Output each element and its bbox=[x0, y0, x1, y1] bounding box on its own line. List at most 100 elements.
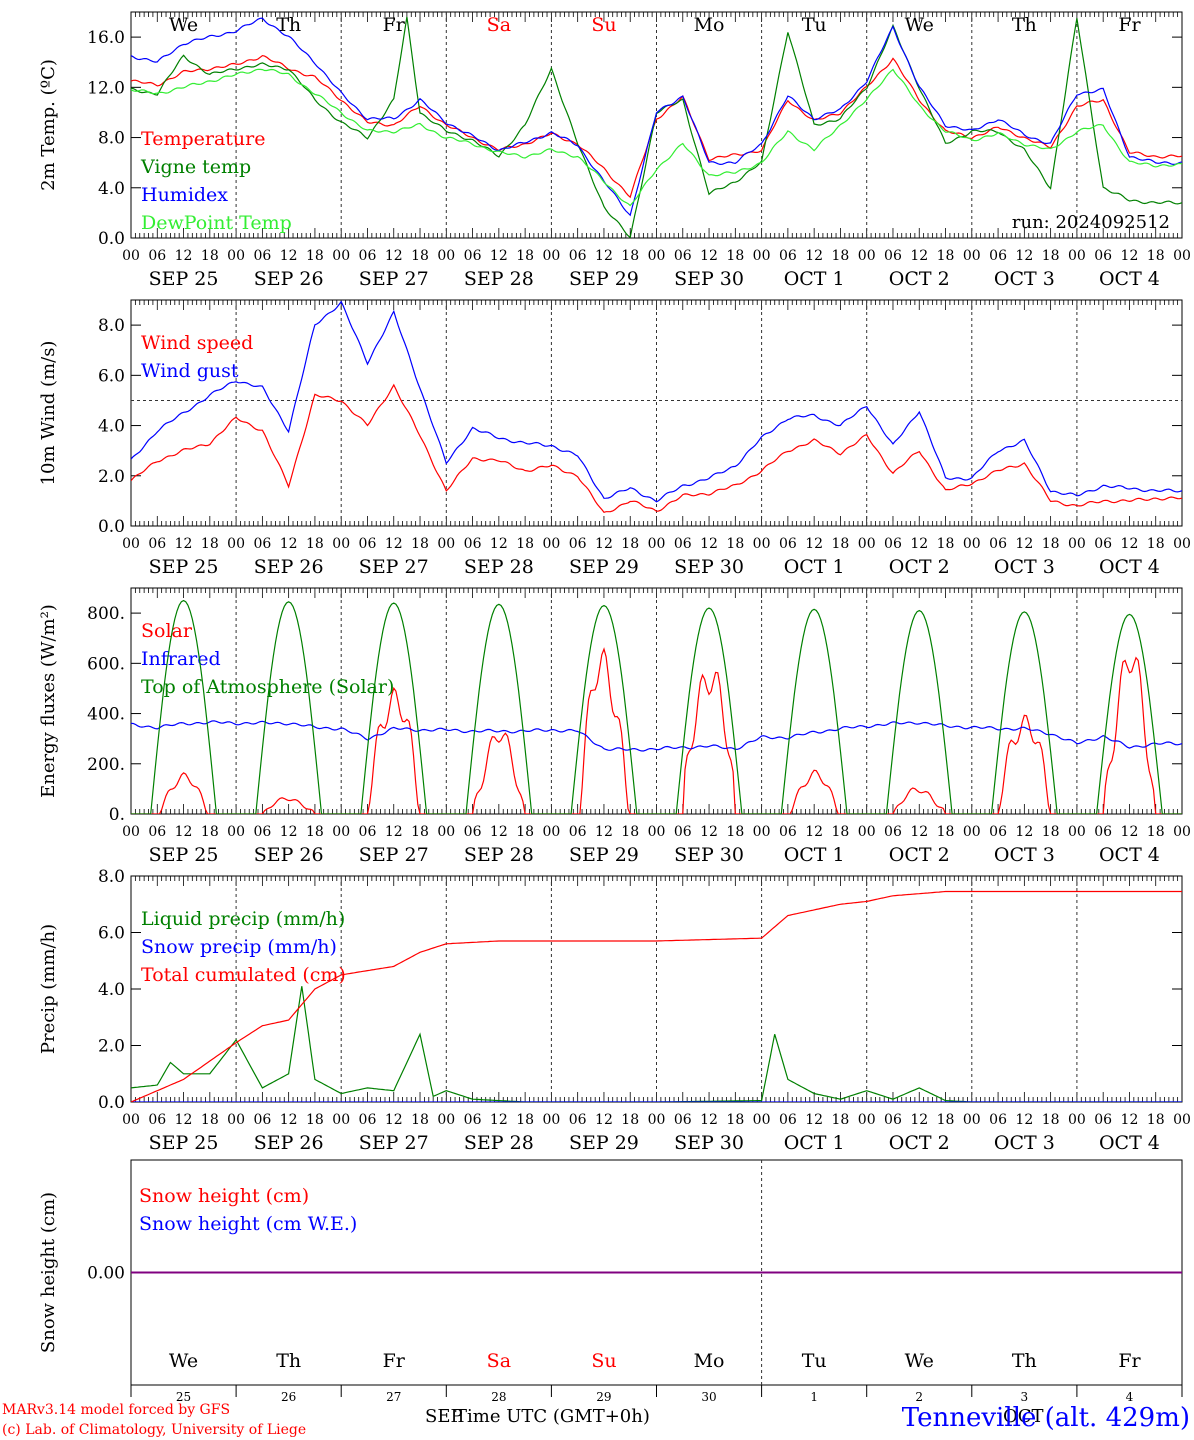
hour-tick-label: 00 bbox=[753, 824, 771, 840]
hour-tick-label: 00 bbox=[1068, 824, 1086, 840]
y-tick-label: 0.0 bbox=[98, 229, 125, 249]
hour-tick-label: 12 bbox=[175, 824, 193, 840]
panel-2: 0.0 2.0 4.0 6.0 8.0 10m Wind (m/s) 00 06 12 18 00 0… bbox=[38, 299, 1191, 578]
day-number-label: 27 bbox=[386, 1390, 401, 1404]
hour-tick-label: 06 bbox=[674, 248, 692, 264]
day-label: SEP 26 bbox=[254, 844, 324, 866]
y-tick-label: 200. bbox=[87, 755, 125, 775]
panel-5: 0.00 Snow height (cm) We Th Fr Sa Su Mo Tu We Th Fr… bbox=[38, 1159, 1183, 1404]
hour-tick-label: 06 bbox=[989, 1112, 1007, 1128]
hour-tick-label: 06 bbox=[359, 536, 377, 552]
weekday-label: Th bbox=[1012, 14, 1037, 36]
hour-tick-label: 18 bbox=[411, 536, 429, 552]
hour-tick-label: 12 bbox=[910, 248, 928, 264]
weekday-label: We bbox=[905, 14, 934, 36]
hour-tick-label: 18 bbox=[516, 1112, 534, 1128]
hour-tick-label: 12 bbox=[700, 824, 718, 840]
hour-tick-label: 12 bbox=[490, 536, 508, 552]
hour-tick-label: 18 bbox=[201, 248, 219, 264]
day-number-label: 25 bbox=[176, 1390, 191, 1404]
hour-tick-label: 00 bbox=[437, 536, 455, 552]
hour-tick-label: 12 bbox=[805, 824, 823, 840]
hour-tick-label: 06 bbox=[148, 1112, 166, 1128]
y-tick-label: 6.0 bbox=[98, 366, 125, 386]
day-label: SEP 28 bbox=[464, 844, 534, 866]
hour-tick-label: 06 bbox=[779, 1112, 797, 1128]
hour-tick-label: 00 bbox=[542, 536, 560, 552]
hour-tick-label: 06 bbox=[464, 1112, 482, 1128]
legend-entry: Snow height (cm W.E.) bbox=[139, 1213, 357, 1235]
day-label: SEP 25 bbox=[149, 844, 219, 866]
day-label: SEP 28 bbox=[464, 268, 534, 290]
legend-entry: Snow precip (mm/h) bbox=[141, 936, 337, 958]
hour-tick-label: 18 bbox=[726, 536, 744, 552]
hour-tick-label: 00 bbox=[963, 248, 981, 264]
y-tick-label: 4.0 bbox=[98, 417, 125, 437]
y-tick-label: 0.0 bbox=[98, 1093, 125, 1113]
day-label: OCT 1 bbox=[784, 1132, 845, 1154]
day-label: SEP 29 bbox=[569, 556, 639, 578]
hour-tick-label: 00 bbox=[122, 536, 140, 552]
legend-entry: Vigne temp bbox=[140, 156, 251, 178]
weekday-label: Fr bbox=[383, 14, 406, 36]
panel-4: 0.0 2.0 4.0 6.0 8.0 Precip (mm/h) 00 06 12 18 00 06… bbox=[38, 867, 1191, 1154]
hour-tick-label: 00 bbox=[753, 248, 771, 264]
hour-tick-label: 00 bbox=[542, 824, 560, 840]
y-tick-label: 6.0 bbox=[98, 924, 125, 944]
day-label: SEP 27 bbox=[359, 1132, 429, 1154]
hour-tick-label: 12 bbox=[805, 536, 823, 552]
weekday-label: Tu bbox=[802, 14, 827, 36]
hour-tick-label: 00 bbox=[122, 824, 140, 840]
day-number-label: 4 bbox=[1126, 1390, 1134, 1404]
hour-tick-label: 06 bbox=[779, 536, 797, 552]
hour-tick-label: 18 bbox=[621, 1112, 639, 1128]
weekday-label: We bbox=[169, 1350, 198, 1372]
day-label: SEP 30 bbox=[674, 268, 744, 290]
series-line-dewpoint-temp bbox=[131, 68, 1182, 207]
hour-tick-label: 06 bbox=[359, 824, 377, 840]
hour-tick-label: 06 bbox=[779, 248, 797, 264]
hour-tick-label: 06 bbox=[464, 248, 482, 264]
hour-tick-label: 18 bbox=[832, 248, 850, 264]
weekday-label: We bbox=[169, 14, 198, 36]
series-line-humidex bbox=[131, 17, 1182, 217]
series-line-wind-speed bbox=[131, 383, 1182, 513]
hour-tick-label: 18 bbox=[306, 1112, 324, 1128]
day-label: SEP 25 bbox=[149, 1132, 219, 1154]
weekday-label: Th bbox=[276, 1350, 301, 1372]
hour-tick-label: 06 bbox=[359, 1112, 377, 1128]
credit-line-1: MARv3.14 model forced by GFS bbox=[2, 1402, 230, 1418]
day-label: OCT 3 bbox=[994, 556, 1055, 578]
weekday-label: Fr bbox=[1118, 1350, 1141, 1372]
hour-tick-label: 18 bbox=[201, 536, 219, 552]
hour-tick-label: 00 bbox=[332, 824, 350, 840]
hour-tick-label: 00 bbox=[227, 824, 245, 840]
day-label: SEP 25 bbox=[149, 556, 219, 578]
hour-tick-label: 00 bbox=[1068, 248, 1086, 264]
day-label: OCT 2 bbox=[889, 1132, 950, 1154]
hour-tick-label: 18 bbox=[1147, 1112, 1165, 1128]
y-tick-label: 0.00 bbox=[87, 1264, 125, 1284]
series-line-wind-gust bbox=[131, 300, 1182, 503]
hour-tick-label: 12 bbox=[1015, 248, 1033, 264]
day-label: OCT 3 bbox=[994, 268, 1055, 290]
day-label: OCT 3 bbox=[994, 844, 1055, 866]
hour-tick-label: 12 bbox=[1121, 536, 1139, 552]
day-label: SEP 26 bbox=[254, 556, 324, 578]
hour-tick-label: 06 bbox=[569, 536, 587, 552]
hour-tick-label: 18 bbox=[1147, 248, 1165, 264]
hour-tick-label: 12 bbox=[910, 536, 928, 552]
hour-tick-label: 06 bbox=[884, 536, 902, 552]
legend-entry: Snow height (cm) bbox=[139, 1185, 309, 1207]
hour-tick-label: 18 bbox=[621, 536, 639, 552]
y-tick-label: 400. bbox=[87, 705, 125, 725]
day-label: SEP 28 bbox=[464, 1132, 534, 1154]
hour-tick-label: 18 bbox=[832, 536, 850, 552]
legend-entry: Solar bbox=[141, 620, 193, 642]
hour-tick-label: 00 bbox=[332, 536, 350, 552]
hour-tick-label: 00 bbox=[1068, 536, 1086, 552]
day-number-label: 2 bbox=[915, 1390, 923, 1404]
hour-tick-label: 18 bbox=[201, 1112, 219, 1128]
hour-tick-label: 06 bbox=[464, 824, 482, 840]
panel-3: 0. 200. 400. 600. 800. Energy fluxes (W/m²) 00… bbox=[38, 587, 1191, 866]
